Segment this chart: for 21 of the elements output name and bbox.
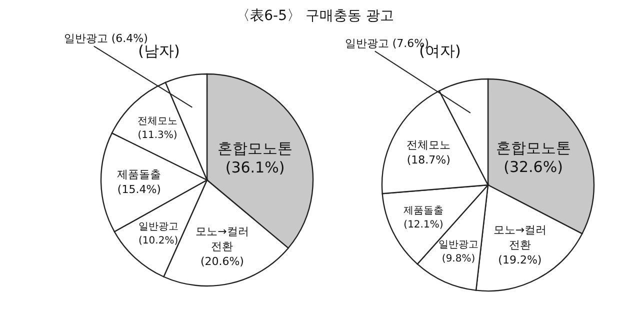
data-label: (10.2%) (138, 236, 178, 247)
data-label: (11.3%) (138, 130, 178, 142)
slice-label: 전체모노 (137, 116, 178, 128)
data-label: (20.6%) (200, 254, 244, 268)
data-label: (32.6%) (504, 158, 563, 176)
slice-label: 전체모노 (406, 138, 451, 152)
data-label: (12.1%) (404, 220, 444, 231)
slice-label: 혼합모노톤 (496, 139, 571, 158)
slice-label: 일반광고 (138, 222, 178, 233)
slice-label: 모노→컬러 전환 (196, 224, 249, 253)
data-label: (18.7%) (406, 153, 450, 166)
slice-label: 모노→컬러 전환 (493, 224, 547, 252)
data-label: (15.4%) (117, 183, 161, 196)
data-label: (36.1%) (225, 158, 285, 176)
text: 〈表6-5〉 구매충동 광고 (236, 8, 394, 24)
data-label: (19.2%) (498, 254, 542, 267)
data-label: (9.8%) (442, 253, 476, 264)
slice-label: 혼합모노톤 (218, 139, 293, 158)
slice-label: 제품돌출 (117, 168, 162, 182)
slice-label: 제품돌출 (403, 206, 444, 217)
slice-label: 일반광고 (438, 239, 479, 250)
